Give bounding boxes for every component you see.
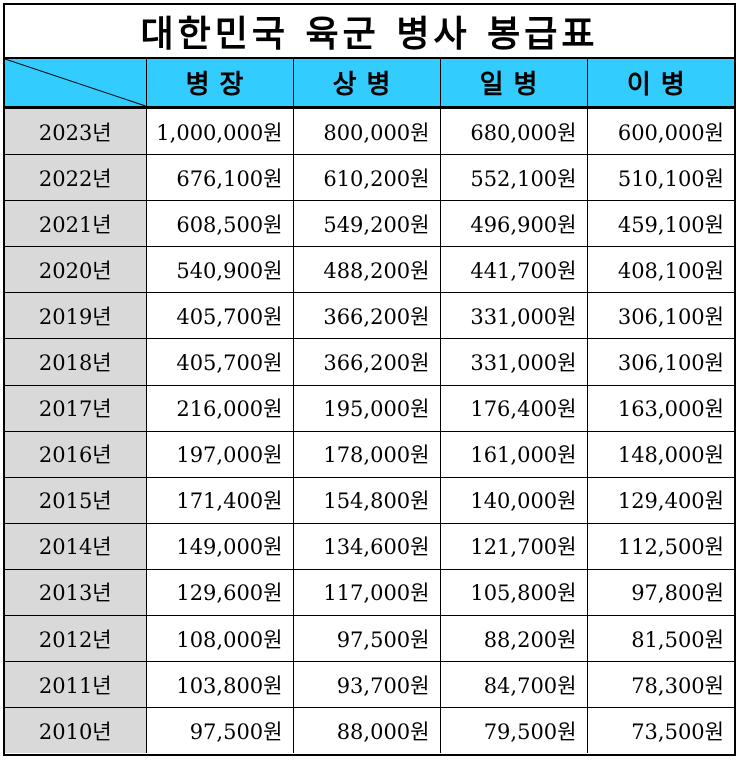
salary-cell: 163,000원 [586,384,734,432]
salary-cell: 97,500원 [292,615,441,663]
salary-cell: 73,500원 [586,707,734,754]
table-row: 2022년 676,100원 610,200원 552,100원 510,100원 [5,154,734,202]
table-row: 2021년 608,500원 549,200원 496,900원 459,100원 [5,200,734,248]
salary-cell: 148,000원 [586,430,734,478]
salary-cell: 79,500원 [439,707,588,754]
salary-cell: 105,800원 [439,568,588,617]
salary-cell: 608,500원 [145,200,294,248]
salary-cell: 331,000원 [439,292,588,340]
salary-cell: 195,000원 [292,384,441,432]
salary-cell: 121,700원 [439,522,588,570]
salary-cell: 84,700원 [439,661,588,709]
year-cell: 2017년 [5,384,147,432]
corner-cell [5,59,147,109]
table-row: 2018년 405,700원 366,200원 331,000원 306,100원 [5,338,734,386]
table-row: 2011년 103,800원 93,700원 84,700원 78,300원 [5,661,734,709]
salary-cell: 103,800원 [145,661,294,709]
salary-cell: 306,100원 [586,338,734,386]
salary-cell: 488,200원 [292,246,441,294]
year-cell: 2018년 [5,338,147,386]
year-cell: 2016년 [5,430,147,478]
salary-cell: 496,900원 [439,200,588,248]
salary-cell: 540,900원 [145,246,294,294]
salary-cell: 676,100원 [145,154,294,202]
salary-cell: 117,000원 [292,568,441,617]
diagonal-line [5,59,146,106]
year-cell: 2019년 [5,292,147,340]
table-row: 2020년 540,900원 488,200원 441,700원 408,100원 [5,246,734,294]
table-row: 2014년 149,000원 134,600원 121,700원 112,500원 [5,522,734,570]
table-body: 2023년 1,000,000원 800,000원 680,000원 600,000원 2… [5,106,734,754]
year-cell: 2013년 [5,568,147,617]
salary-cell: 171,400원 [145,476,294,524]
salary-cell: 306,100원 [586,292,734,340]
table-row: 2023년 1,000,000원 800,000원 680,000원 600,000원 [5,106,734,156]
salary-cell: 405,700원 [145,338,294,386]
salary-cell: 88,200원 [439,615,588,663]
salary-cell: 197,000원 [145,430,294,478]
table-title: 대한민국 육군 병사 봉급표 [5,5,734,59]
salary-cell: 129,400원 [586,476,734,524]
salary-cell: 331,000원 [439,338,588,386]
year-cell: 2011년 [5,661,147,709]
salary-cell: 97,500원 [145,707,294,754]
year-cell: 2014년 [5,522,147,570]
salary-cell: 441,700원 [439,246,588,294]
year-cell: 2012년 [5,615,147,663]
salary-cell: 93,700원 [292,661,441,709]
salary-cell: 1,000,000원 [145,106,294,156]
salary-cell: 81,500원 [586,615,734,663]
year-cell: 2021년 [5,200,147,248]
salary-cell: 552,100원 [439,154,588,202]
table-row: 2012년 108,000원 97,500원 88,200원 81,500원 [5,615,734,663]
year-cell: 2023년 [5,106,147,156]
column-header-pfc: 일병 [439,59,588,109]
year-cell: 2015년 [5,476,147,524]
salary-cell: 88,000원 [292,707,441,754]
salary-cell: 459,100원 [586,200,734,248]
salary-cell: 149,000원 [145,522,294,570]
column-header-sergeant: 병장 [145,59,294,109]
salary-table: 병장 상병 일병 이병 2023년 1,000,000원 800,000원 680,0… [5,59,734,754]
table-row: 2013년 129,600원 117,000원 105,800원 97,800원 [5,568,734,617]
salary-cell: 366,200원 [292,338,441,386]
year-cell: 2022년 [5,154,147,202]
column-header-private: 이병 [586,59,734,109]
salary-cell: 112,500원 [586,522,734,570]
salary-cell: 154,800원 [292,476,441,524]
salary-cell: 134,600원 [292,522,441,570]
salary-cell: 216,000원 [145,384,294,432]
salary-cell: 510,100원 [586,154,734,202]
salary-cell: 405,700원 [145,292,294,340]
salary-cell: 600,000원 [586,106,734,156]
salary-cell: 178,000원 [292,430,441,478]
salary-cell: 408,100원 [586,246,734,294]
table-row: 2019년 405,700원 366,200원 331,000원 306,100원 [5,292,734,340]
salary-cell: 161,000원 [439,430,588,478]
salary-cell: 129,600원 [145,568,294,617]
salary-cell: 610,200원 [292,154,441,202]
column-header-corporal: 상병 [292,59,441,109]
table-row: 2016년 197,000원 178,000원 161,000원 148,000원 [5,430,734,478]
salary-cell: 97,800원 [586,568,734,617]
header-row: 병장 상병 일병 이병 [5,59,734,109]
table-row: 2017년 216,000원 195,000원 176,400원 163,000원 [5,384,734,432]
salary-cell: 800,000원 [292,106,441,156]
salary-cell: 549,200원 [292,200,441,248]
salary-cell: 108,000원 [145,615,294,663]
salary-cell: 366,200원 [292,292,441,340]
salary-cell: 680,000원 [439,106,588,156]
salary-cell: 78,300원 [586,661,734,709]
year-cell: 2010년 [5,707,147,754]
salary-table-sheet: 대한민국 육군 병사 봉급표 병장 상병 일병 이병 2023년 1,000,00… [3,3,736,756]
year-cell: 2020년 [5,246,147,294]
table-row: 2010년 97,500원 88,000원 79,500원 73,500원 [5,707,734,754]
salary-cell: 176,400원 [439,384,588,432]
salary-cell: 140,000원 [439,476,588,524]
table-row: 2015년 171,400원 154,800원 140,000원 129,400원 [5,476,734,524]
